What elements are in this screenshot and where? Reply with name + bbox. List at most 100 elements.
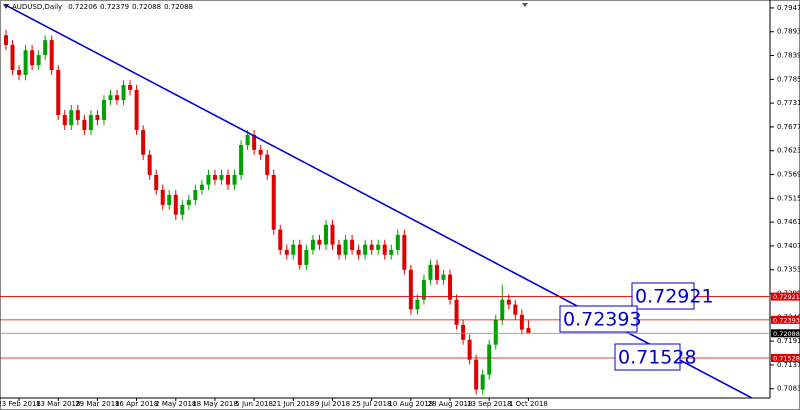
level-annotation-box xyxy=(559,305,638,333)
candle-body xyxy=(356,249,361,255)
x-tick-label: 28 Aug 2018 xyxy=(428,400,473,408)
candle-body xyxy=(310,239,315,250)
candle-body xyxy=(402,234,407,270)
candle-body xyxy=(271,174,276,230)
candle-body xyxy=(245,134,250,146)
candle-body xyxy=(49,40,54,71)
candle-body xyxy=(212,174,217,180)
candle-body xyxy=(454,299,459,325)
candle-body xyxy=(421,279,426,300)
x-tick-label: 9 Jul 2018 xyxy=(315,400,350,408)
level-annotation-box xyxy=(614,343,681,371)
candle-body xyxy=(186,200,191,205)
candle-body xyxy=(500,299,505,320)
x-tick-label: 2 May 2018 xyxy=(155,400,196,408)
level-tag xyxy=(771,315,800,324)
x-tick-label: 29 Mar 2018 xyxy=(75,400,119,408)
x-tick-label: 10 Aug 2018 xyxy=(388,400,433,408)
candle-body xyxy=(526,328,531,334)
header-field: AUDUSD,Daily xyxy=(12,3,62,11)
level-tag-label: 0.71528 xyxy=(773,354,800,362)
candle-body xyxy=(23,50,28,75)
candle-body xyxy=(291,244,296,255)
candle-body xyxy=(350,239,355,250)
x-tick-label: 1 Oct 2018 xyxy=(509,400,548,408)
level-annotation: 0.72921 xyxy=(635,286,714,308)
candle-body xyxy=(206,174,211,185)
shift-marker xyxy=(522,3,528,7)
candle-body xyxy=(75,110,80,120)
candle-body xyxy=(487,344,492,375)
candle-body xyxy=(232,174,237,185)
level-tag xyxy=(771,353,800,362)
candle-body xyxy=(199,184,204,190)
candle-body xyxy=(56,70,61,116)
level-annotation-box xyxy=(631,282,695,310)
candle-body xyxy=(493,319,498,345)
candle-body xyxy=(363,244,368,255)
level-tag-label: 0.72921 xyxy=(773,293,800,301)
x-tick-label: 16 Apr 2018 xyxy=(115,400,158,408)
candle-body xyxy=(193,189,198,201)
candle-body xyxy=(36,55,41,66)
level-annotation: 0.71528 xyxy=(618,347,697,369)
candle-body xyxy=(252,134,257,150)
candle-body xyxy=(434,264,439,280)
x-tick-label: 18 May 2018 xyxy=(192,400,238,408)
candle-body xyxy=(395,234,400,250)
candle-body xyxy=(304,249,309,265)
candle-body xyxy=(88,115,93,131)
candle-body xyxy=(147,154,152,175)
candle-body xyxy=(506,299,511,305)
candle-body xyxy=(69,110,74,126)
chart-header: AUDUSD,Daily 0.72206 0.72379 0.72088 0.72088 xyxy=(12,3,193,11)
candle-body xyxy=(226,174,231,185)
candle-body xyxy=(284,249,289,255)
candle-body xyxy=(134,89,139,131)
candle-body xyxy=(173,194,178,215)
current-price-tag xyxy=(771,329,800,338)
candle-body xyxy=(17,70,22,75)
candle-body xyxy=(43,40,48,56)
current-price-label: 0.72088 xyxy=(773,330,800,338)
candle-body xyxy=(278,229,283,250)
candle-body xyxy=(480,374,485,390)
candle-body xyxy=(376,244,381,250)
candle-body xyxy=(428,264,433,280)
candle-body xyxy=(239,145,244,175)
candle-body xyxy=(128,85,133,90)
candle-body xyxy=(167,194,172,205)
candle-body xyxy=(467,339,472,360)
x-tick-label: 25 Jul 2018 xyxy=(352,400,392,408)
candle-body xyxy=(108,95,113,101)
candle-body xyxy=(82,119,87,131)
candle-body xyxy=(219,174,224,180)
x-tick-label: 23 Feb 2018 xyxy=(0,400,41,408)
candle-body xyxy=(154,174,159,190)
candle-body xyxy=(10,44,15,71)
candle-body xyxy=(95,115,100,120)
candle-body xyxy=(369,244,374,250)
candle-body xyxy=(474,359,479,390)
x-tick-label: 5 Jun 2018 xyxy=(235,400,273,408)
header-field: 0.72379 xyxy=(100,3,129,11)
candle-body xyxy=(323,224,328,245)
candle-body xyxy=(141,130,146,155)
candle-body xyxy=(343,239,348,255)
candle-body xyxy=(415,299,420,310)
candle-body xyxy=(408,269,413,310)
candle-body xyxy=(382,244,387,255)
candle-body xyxy=(337,244,342,255)
header-field: 0.72206 xyxy=(68,3,97,11)
candle-body xyxy=(441,274,446,280)
